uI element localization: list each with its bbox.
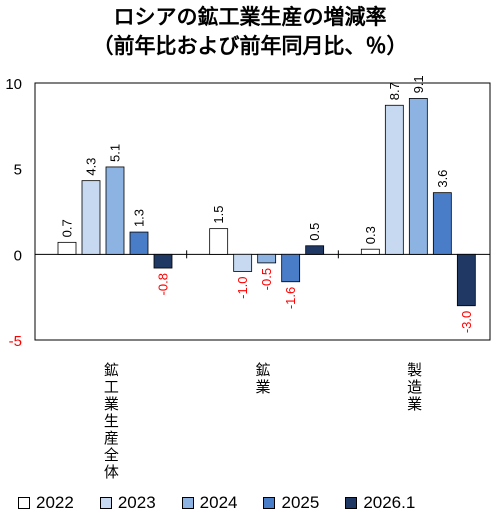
data-label: -0.5	[259, 268, 274, 290]
bar	[384, 104, 404, 255]
legend-label: 2026.1	[363, 493, 416, 512]
legend-item: 2022	[18, 493, 74, 513]
data-label: 0.5	[307, 223, 322, 241]
data-label: -0.8	[156, 273, 171, 295]
bar	[209, 228, 229, 255]
bar	[305, 245, 325, 255]
legend-swatch	[18, 497, 30, 509]
legend-swatch	[181, 497, 194, 509]
legend-swatch	[345, 497, 358, 509]
bar	[281, 253, 301, 283]
legend-item: 2024	[181, 493, 238, 513]
legend-label: 2025	[281, 493, 320, 512]
legend-label: 2022	[36, 493, 74, 512]
legend-label: 2024	[199, 493, 238, 512]
plot-frame	[34, 82, 491, 341]
legend-item: 2025	[263, 493, 319, 513]
data-label: 0.3	[363, 226, 378, 244]
data-label: 9.1	[411, 75, 426, 93]
y-tick-label: 0	[14, 247, 22, 264]
bar	[360, 248, 380, 255]
bar	[129, 231, 149, 255]
chart-title: ロシアの鉱工業生産の増減率	[113, 5, 387, 29]
legend-label: 2023	[117, 493, 156, 512]
bar	[153, 253, 173, 269]
data-label: 4.3	[84, 158, 99, 176]
data-label: -1.0	[235, 276, 250, 298]
bar	[408, 98, 428, 255]
data-label: 0.7	[60, 219, 75, 237]
data-label: 1.5	[211, 206, 226, 224]
data-label: 8.7	[387, 82, 402, 100]
bar	[233, 253, 253, 272]
category-label: 製造業	[405, 362, 423, 413]
legend-item: 2026.1	[345, 493, 415, 513]
data-label: 1.3	[132, 209, 147, 227]
bar	[81, 180, 101, 255]
legend-swatch	[99, 497, 112, 509]
chart-subtitle: （前年比および前年同月比、％）	[92, 34, 408, 58]
legend-swatch	[263, 497, 276, 509]
bar	[456, 253, 476, 307]
category-label: 鉱工業生産全体	[102, 361, 120, 481]
y-tick-label: 5	[14, 162, 22, 179]
bar-chart: 10 5 0 -5 0.7 4.3 5.1 1.3 -0.8 鉱工業生産全体 1.5 -1.0 -0.5…	[5, 75, 491, 481]
y-tick-label: -5	[9, 333, 22, 350]
legend: 2022 2023 2024 2025 2026.1	[18, 490, 498, 516]
y-tick-label: 10	[5, 76, 22, 93]
bar	[105, 166, 125, 255]
data-label: 3.6	[435, 170, 450, 188]
bar	[432, 192, 452, 255]
category-label: 鉱業	[254, 361, 272, 396]
data-label: 5.1	[108, 144, 123, 162]
bar	[57, 241, 77, 255]
legend-item: 2023	[99, 493, 156, 513]
data-label: -3.0	[459, 311, 474, 333]
bar	[257, 253, 277, 264]
data-label: -1.6	[283, 287, 298, 309]
